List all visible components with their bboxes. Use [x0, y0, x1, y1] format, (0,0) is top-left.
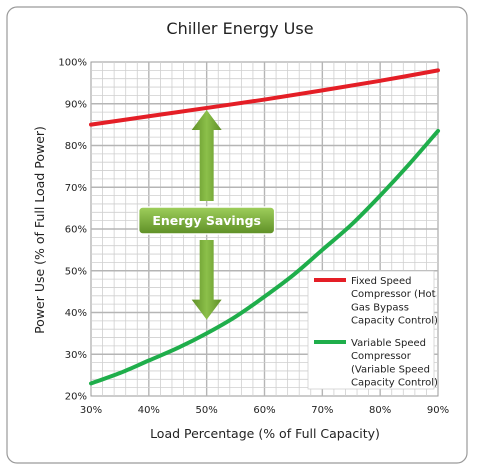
legend-box: [307, 270, 435, 390]
legend-label-line: Compressor: [351, 351, 412, 362]
x-tick-label: 70%: [311, 405, 333, 416]
legend-label-line: Compressor (Hot: [351, 289, 436, 300]
legend-label-line: Capacity Control): [351, 316, 438, 327]
x-tick-label: 50%: [196, 405, 218, 416]
legend-label-line: Gas Bypass: [351, 302, 409, 313]
savings-arrow-down: [191, 240, 222, 320]
savings-arrow-up: [191, 110, 222, 201]
energy-savings-label: Energy Savings: [152, 213, 261, 228]
y-tick-label: 60%: [65, 225, 87, 236]
series-lines: [89, 68, 440, 386]
y-axis-label: Power Use (% of Full Load Power): [32, 126, 47, 334]
x-tick-label: 90%: [427, 405, 449, 416]
legend-label-line: (Variable Speed: [351, 364, 430, 375]
tick-labels: 30% 40% 50% 60% 70% 80% 90% 20% 30% 40% 50% 60% 70% 8…: [58, 58, 449, 417]
series-variable-speed-line: [89, 128, 440, 386]
y-tick-label: 90%: [65, 99, 87, 110]
x-tick-label: 80%: [369, 405, 391, 416]
energy-savings-annotation: Energy Savings: [137, 110, 276, 320]
y-tick-label: 50%: [65, 266, 87, 277]
legend-label-line: Variable Speed: [351, 338, 426, 349]
y-tick-label: 80%: [65, 141, 87, 152]
energy-savings-label-box: [137, 206, 276, 235]
chart-title: Chiller Energy Use: [166, 19, 313, 38]
x-tick-label: 30%: [80, 405, 102, 416]
y-tick-label: 30%: [65, 350, 87, 361]
y-tick-label: 40%: [65, 308, 87, 319]
y-tick-label: 70%: [65, 183, 87, 194]
legend-label-line: Fixed Speed: [351, 276, 411, 287]
x-axis-label: Load Percentage (% of Full Capacity): [150, 426, 380, 441]
series-fixed-speed-line: [89, 68, 440, 127]
legend-label-line: Capacity Control): [351, 378, 438, 389]
x-tick-label: 40%: [138, 405, 160, 416]
x-tick-label: 60%: [253, 405, 275, 416]
y-tick-label: 100%: [58, 58, 87, 69]
y-tick-label: 20%: [65, 392, 87, 403]
legend: Fixed Speed Compressor (Hot Gas Bypass Capa…: [307, 270, 438, 390]
